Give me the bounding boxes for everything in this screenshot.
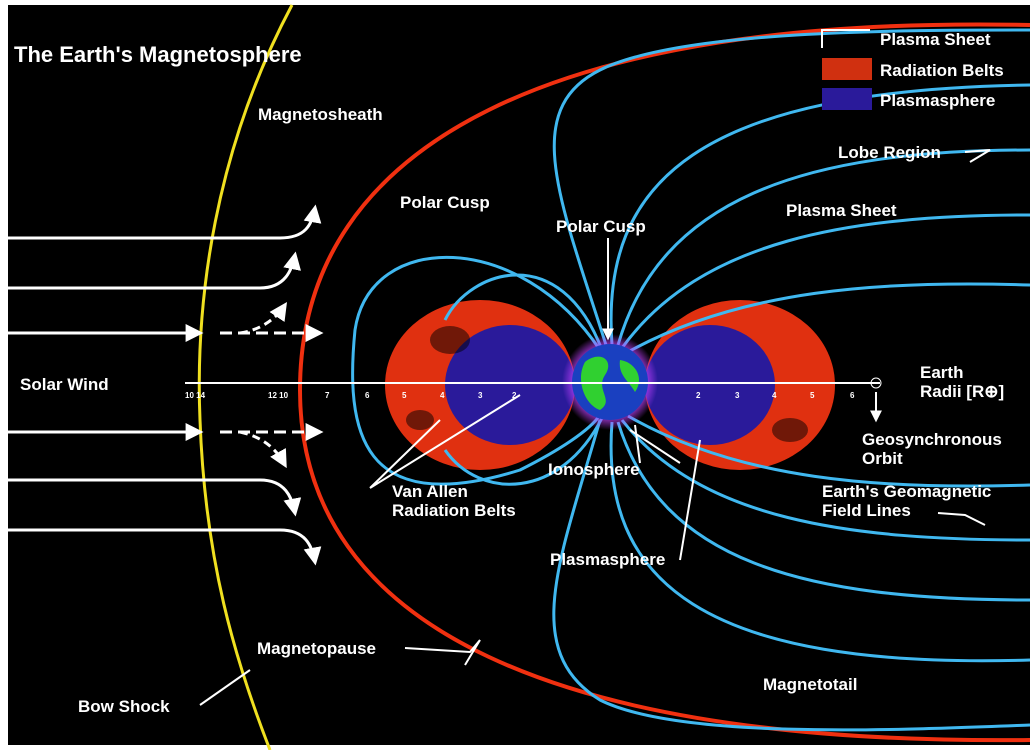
tick-label: 3 (478, 391, 483, 400)
legend-label: Radiation Belts (880, 61, 1004, 80)
label: Ionosphere (548, 460, 640, 479)
solar-wind-arrows (8, 204, 324, 566)
magnetopause-line (297, 22, 1030, 743)
label: Magnetotail (763, 675, 857, 694)
label: Earth (920, 363, 963, 382)
label: Radii [R⊕] (920, 382, 1004, 401)
tick-label: 4 (772, 391, 777, 400)
label: Magnetopause (257, 639, 376, 658)
label: Geosynchronous (862, 430, 1002, 449)
tick-label: 5 (810, 391, 815, 400)
field-lines (351, 28, 1030, 732)
label: Van Allen (392, 482, 468, 501)
title: The Earth's Magnetosphere (14, 42, 302, 67)
label: Orbit (862, 449, 903, 468)
tick-label: 2 (696, 391, 701, 400)
label: Polar Cusp (400, 193, 490, 212)
label: Polar Cusp (556, 217, 646, 236)
label: Plasmasphere (550, 550, 665, 569)
tick-label: 5 (402, 391, 407, 400)
label: Field Lines (822, 501, 911, 520)
legend-label: Plasma Sheet (880, 30, 991, 49)
legend (821, 29, 872, 110)
label: Plasma Sheet (786, 201, 897, 220)
label: Magnetosheath (258, 105, 383, 124)
continents (580, 356, 640, 410)
axis-ticks: 10 14 12 10 7 6 5 4 3 2 2 3 4 5 6 (185, 391, 855, 400)
label: Radiation Belts (392, 501, 516, 520)
label: Bow Shock (78, 697, 170, 716)
label: Earth's Geomagnetic (822, 482, 991, 501)
pointers (199, 149, 991, 706)
tick-label: 3 (735, 391, 740, 400)
tick-label: 10 14 (185, 391, 206, 400)
label: Lobe Region (838, 143, 941, 162)
label: Solar Wind (20, 375, 109, 394)
tick-label: 4 (440, 391, 445, 400)
tick-label: 2 (512, 391, 517, 400)
tick-label: 6 (850, 391, 855, 400)
bow-shock-line (197, 4, 294, 750)
tick-label: 7 (325, 391, 330, 400)
tick-label: 6 (365, 391, 370, 400)
labels: Magnetosheath Polar Cusp Polar Cusp Lobe Re… (20, 105, 1004, 716)
tick-label: 12 10 (268, 391, 289, 400)
legend-label: Plasmasphere (880, 91, 995, 110)
geosynchronous-marker (870, 377, 882, 389)
